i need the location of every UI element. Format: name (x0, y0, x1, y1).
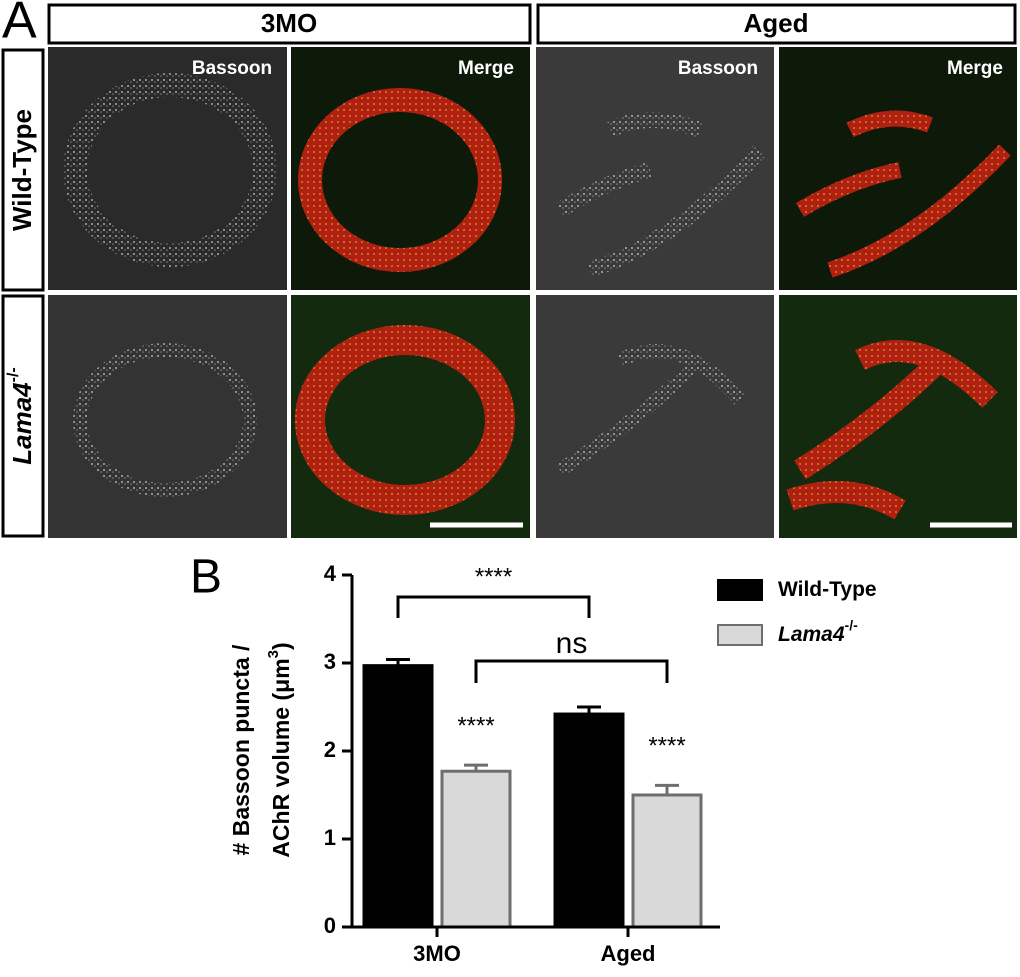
y-tick-label: 1 (324, 825, 336, 850)
y-axis-label-text: AChR volume (μm (268, 658, 294, 857)
legend-swatch (717, 624, 763, 646)
y-axis-label-close: ) (268, 642, 294, 650)
bar (553, 712, 625, 929)
row-header: Lama4-/- (5, 367, 37, 465)
legend-name: Lama4 (778, 623, 845, 646)
column-header-box (47, 3, 532, 45)
column-header: Aged (744, 8, 809, 38)
row-header-sup: -/- (5, 367, 22, 382)
y-axis-label-sup: 3 (265, 650, 282, 658)
y-tick-label: 4 (324, 561, 337, 586)
bracket-label: ns (556, 627, 588, 660)
image-structure (295, 325, 515, 515)
bracket-label: **** (475, 563, 512, 590)
image-label: Bassoon (192, 58, 272, 79)
significance-bracket (474, 659, 669, 683)
image-structure (555, 112, 766, 278)
row-header: Wild-Type (7, 109, 37, 231)
legend-label: Lama4-/- (778, 617, 858, 646)
legend-sup: -/- (845, 617, 859, 633)
bar (362, 664, 434, 929)
column-header: 3MO (261, 8, 317, 38)
column-header-box (536, 3, 1017, 45)
row-header-box (1, 294, 45, 538)
legend-name: Wild-Type (778, 578, 877, 601)
image-structure (298, 88, 502, 272)
panel-label: B (190, 551, 222, 604)
image-structure (786, 340, 998, 520)
image-structure (63, 73, 277, 267)
x-tick-label: Aged (601, 941, 656, 966)
x-tick-label: 3MO (413, 941, 461, 966)
y-tick-label: 3 (324, 649, 336, 674)
image-structure (795, 110, 1011, 278)
row-header-box (1, 48, 45, 292)
legend-swatch (717, 579, 763, 601)
image-bassoon (536, 295, 774, 538)
micrographs (48, 47, 1017, 538)
significance-label: **** (457, 712, 494, 739)
y-axis-label: # Bassoon puncta / (228, 644, 254, 855)
image-structure (556, 344, 746, 476)
bar (631, 793, 703, 929)
error-bar (655, 783, 679, 795)
row-header-name: Lama4 (7, 382, 37, 465)
y-tick-label: 2 (324, 737, 336, 762)
legend-label: Wild-Type (778, 578, 877, 601)
panel-label: A (2, 0, 37, 50)
significance-bracket (396, 595, 591, 618)
image-label: Bassoon (678, 58, 758, 79)
image-structure (73, 343, 257, 497)
image-label: Merge (947, 58, 1003, 79)
image-label: Merge (458, 58, 514, 79)
y-tick-label: 0 (324, 913, 336, 938)
significance-label: **** (648, 733, 685, 760)
bar (440, 769, 512, 929)
y-axis-label: AChR volume (μm3) (265, 642, 294, 857)
